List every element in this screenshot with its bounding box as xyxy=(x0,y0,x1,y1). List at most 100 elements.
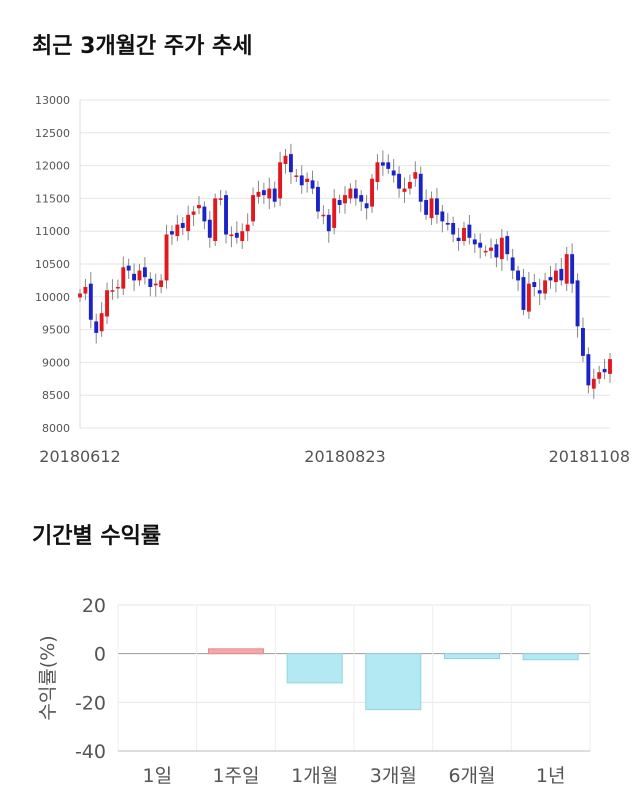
category-label: 1년 xyxy=(536,765,566,787)
candle-body xyxy=(197,204,201,209)
candle xyxy=(526,271,531,319)
candle xyxy=(521,268,526,316)
candle-body xyxy=(153,283,158,286)
candle-body xyxy=(348,188,353,199)
candle xyxy=(332,189,337,235)
candle xyxy=(586,347,591,394)
candle-body xyxy=(169,231,174,235)
candle-body xyxy=(310,180,315,189)
candle-body xyxy=(256,191,261,197)
candle xyxy=(548,265,553,289)
candle-body xyxy=(137,270,142,281)
candle xyxy=(261,182,266,204)
candle xyxy=(148,272,153,297)
candle xyxy=(375,154,380,191)
return-bar xyxy=(207,648,265,655)
candle-body xyxy=(564,254,569,284)
candle-body xyxy=(105,290,109,317)
candle-body xyxy=(343,195,347,204)
candle-body xyxy=(126,265,131,271)
candle xyxy=(159,274,164,294)
candle xyxy=(169,225,174,245)
y-tick-label: 10000 xyxy=(35,291,70,304)
candle xyxy=(348,183,353,204)
x-tick-label: 20180823 xyxy=(304,447,385,466)
candle-body xyxy=(288,154,293,173)
y-tick-label: 9500 xyxy=(42,324,70,337)
candle-body xyxy=(321,214,326,217)
candle-body xyxy=(591,378,596,389)
y-tick-label: 11500 xyxy=(35,192,70,205)
candle-body xyxy=(521,277,526,310)
candle-body xyxy=(294,175,299,177)
candle-body xyxy=(575,280,580,327)
candle xyxy=(337,194,342,214)
candle-body xyxy=(224,195,228,235)
candle-body xyxy=(597,372,602,379)
x-tick-label: 20181108 xyxy=(549,447,630,466)
candle xyxy=(294,168,299,182)
candle-body xyxy=(570,254,575,284)
candle xyxy=(608,352,612,383)
candle xyxy=(288,143,293,184)
candle xyxy=(570,243,575,293)
candle-body xyxy=(424,200,429,215)
candle-body xyxy=(402,188,407,192)
candle-body xyxy=(537,290,542,294)
candle-body xyxy=(353,188,358,199)
candle xyxy=(602,359,607,380)
candle xyxy=(456,227,461,251)
candle xyxy=(180,217,185,236)
candle xyxy=(505,231,510,261)
y-tick-label: 12000 xyxy=(35,160,70,173)
candle xyxy=(88,272,93,329)
candle-body xyxy=(229,234,234,237)
candle xyxy=(278,151,283,207)
candle xyxy=(316,180,320,219)
candle xyxy=(397,166,402,198)
candle xyxy=(483,245,488,257)
candle-body xyxy=(326,214,331,232)
candle xyxy=(121,256,126,296)
candle-body xyxy=(142,267,147,278)
return-bar xyxy=(522,653,579,661)
y-tick-label: -40 xyxy=(75,741,106,763)
candle-body xyxy=(462,227,466,242)
candle-body xyxy=(581,327,585,356)
candle xyxy=(445,212,450,231)
returns-bar-chart: 20 0 -20 -40 수익률(%) 1일 1주일 1개월 3개월 6개월 1년 xyxy=(37,595,591,787)
candle xyxy=(553,263,558,293)
candle xyxy=(537,278,542,305)
y-tick-label: 8000 xyxy=(42,422,70,435)
return-bar xyxy=(286,653,343,684)
candle xyxy=(478,233,483,259)
y-tick-label: 11000 xyxy=(35,225,70,238)
candle xyxy=(224,190,228,244)
candle-body xyxy=(186,214,191,232)
candle xyxy=(218,190,223,206)
candle xyxy=(532,274,537,297)
candle-body xyxy=(510,257,515,271)
candle-body xyxy=(202,206,207,222)
candle-body xyxy=(99,313,104,332)
candle-body xyxy=(316,186,320,212)
candle-body xyxy=(494,244,499,258)
candle xyxy=(424,189,429,220)
candle xyxy=(434,188,439,224)
candle-body xyxy=(375,162,380,182)
candle-body xyxy=(483,250,488,253)
candle xyxy=(283,148,288,174)
candle xyxy=(251,187,256,227)
candle xyxy=(451,216,456,243)
candle xyxy=(543,272,548,300)
candle-body xyxy=(299,175,304,186)
candle xyxy=(353,179,358,206)
candle xyxy=(153,273,158,297)
candle-body xyxy=(332,198,337,228)
y-tick-label: 9000 xyxy=(42,356,70,369)
candle xyxy=(310,170,315,195)
candle-body xyxy=(148,278,153,287)
candle xyxy=(234,221,239,244)
candle-body xyxy=(434,198,439,215)
candle-body xyxy=(553,270,558,283)
